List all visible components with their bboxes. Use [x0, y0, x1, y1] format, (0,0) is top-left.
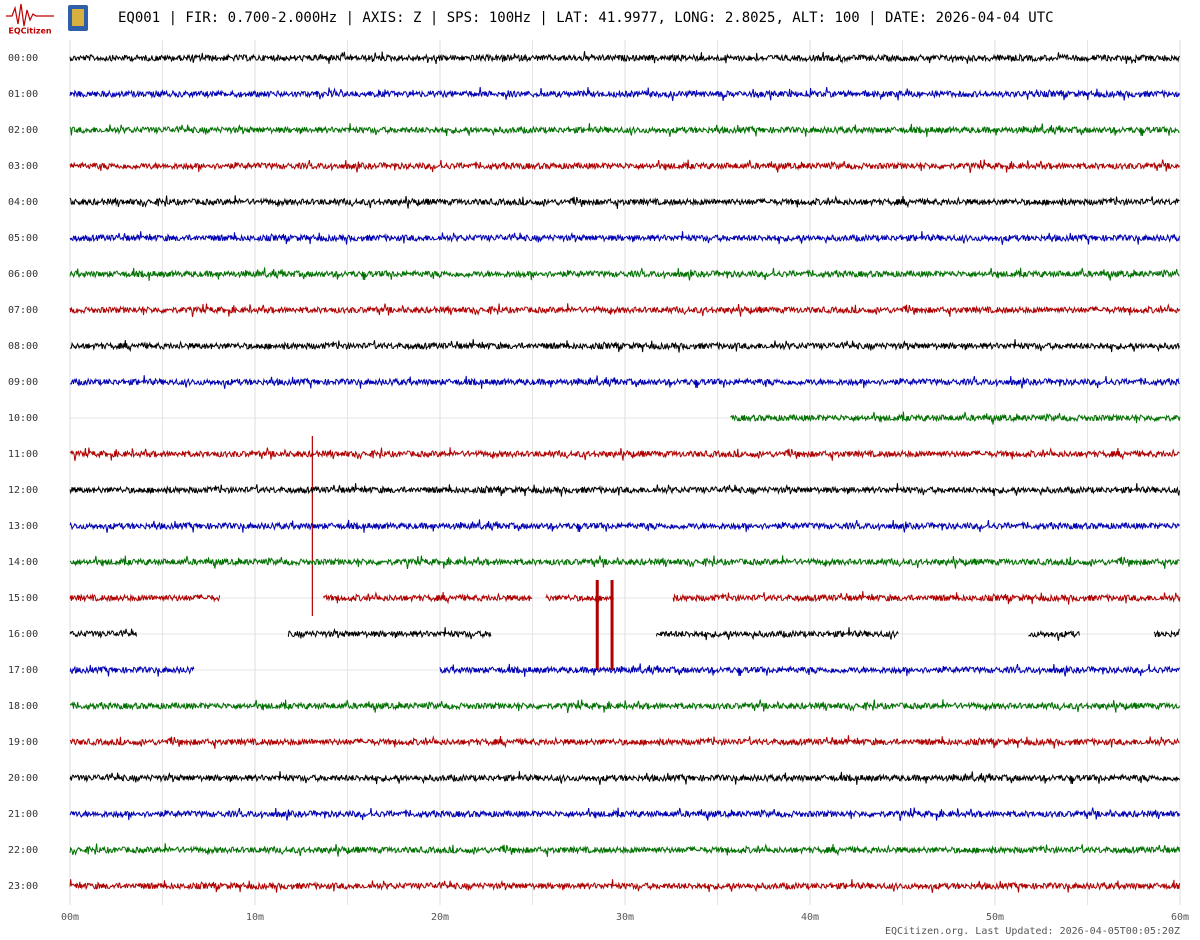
footer: EQCitizen.org. Last Updated: 2026-04-05T…	[885, 926, 1180, 937]
trace-segment	[545, 593, 614, 603]
trace-segment	[69, 123, 1180, 137]
row-label: 12:00	[8, 485, 38, 496]
row-label: 04:00	[8, 197, 38, 208]
trace-segment	[69, 879, 1180, 893]
trace-segment	[69, 699, 1180, 713]
trace-segment	[730, 411, 1181, 425]
x-tick-label: 40m	[801, 912, 819, 923]
chart-title: EQ001 | FIR: 0.700-2.000Hz | AXIS: Z | S…	[118, 10, 1054, 26]
logo-wave	[6, 3, 54, 27]
row-label: 02:00	[8, 125, 38, 136]
row-label: 08:00	[8, 341, 38, 352]
trace-segment	[439, 663, 1181, 677]
x-tick-label: 00m	[61, 912, 79, 923]
traces	[69, 51, 1181, 893]
row-label: 18:00	[8, 701, 38, 712]
trace-segment	[69, 628, 137, 639]
trace-segment	[69, 771, 1180, 785]
row-label: 11:00	[8, 449, 38, 460]
trace-segment	[322, 591, 533, 605]
trace-segment	[1028, 629, 1080, 641]
row-label: 21:00	[8, 809, 38, 820]
row-label: 19:00	[8, 737, 38, 748]
row-label: 23:00	[8, 881, 38, 892]
trace-segment	[69, 267, 1180, 281]
row-label: 07:00	[8, 305, 38, 316]
trace-segment	[69, 195, 1180, 209]
device-chip	[72, 9, 84, 26]
x-tick-label: 30m	[616, 912, 634, 923]
x-tick-label: 60m	[1171, 912, 1189, 923]
trace-segment	[69, 843, 1180, 857]
trace-segment	[69, 593, 221, 603]
x-tick-label: 10m	[246, 912, 264, 923]
logo-text: EQCitizen	[8, 27, 52, 36]
row-label: 17:00	[8, 665, 38, 676]
trace-segment	[69, 519, 1180, 533]
row-label: 13:00	[8, 521, 38, 532]
trace-segment	[69, 86, 1180, 102]
trace-segment	[69, 339, 1180, 353]
x-tick-label: 50m	[986, 912, 1004, 923]
row-label: 06:00	[8, 269, 38, 280]
row-label: 22:00	[8, 845, 38, 856]
x-tick-label: 20m	[431, 912, 449, 923]
trace-segment	[69, 447, 1180, 461]
trace-segment	[69, 303, 1180, 317]
trace-segment	[655, 627, 899, 641]
row-label: 03:00	[8, 161, 38, 172]
row-label: 16:00	[8, 629, 38, 640]
trace-segment	[69, 375, 1180, 389]
trace-segment	[69, 159, 1180, 173]
trace-segment	[69, 664, 195, 677]
row-label: 00:00	[8, 53, 38, 64]
row-label: 09:00	[8, 377, 38, 388]
row-label: 20:00	[8, 773, 38, 784]
trace-segment	[69, 807, 1180, 821]
row-label: 14:00	[8, 557, 38, 568]
trace-segment	[672, 591, 1181, 605]
row-label: 15:00	[8, 593, 38, 604]
logo: EQCitizen	[6, 3, 88, 36]
trace-segment	[1153, 628, 1180, 638]
trace-segment	[69, 231, 1180, 245]
trace-segment	[69, 555, 1180, 569]
trace-segment	[69, 735, 1180, 749]
row-label: 05:00	[8, 233, 38, 244]
trace-segment	[69, 51, 1180, 65]
row-label: 01:00	[8, 89, 38, 100]
trace-segment	[69, 483, 1180, 497]
trace-segment	[287, 627, 492, 640]
row-label: 10:00	[8, 413, 38, 424]
